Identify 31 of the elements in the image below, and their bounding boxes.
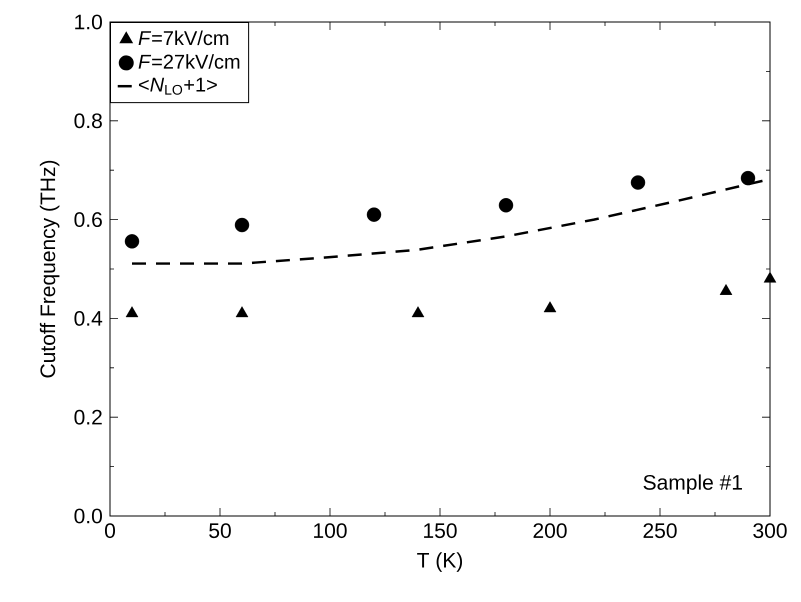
point: [412, 306, 424, 318]
x-tick-label: 100: [314, 523, 347, 538]
y-tick-label: 1.0: [75, 14, 102, 30]
legend-label: F=7kV/cm: [138, 30, 228, 46]
point: [764, 272, 776, 283]
point: [544, 301, 556, 312]
x-tick-label: 250: [644, 523, 677, 538]
y-tick-label: 0.6: [74, 212, 102, 228]
y-tick-label: 0.8: [74, 113, 102, 128]
point: [720, 284, 732, 295]
x-tick-label: 50: [209, 523, 231, 538]
x-axis-title: T (K): [417, 552, 462, 572]
annotation: Sample #1: [644, 474, 742, 494]
y-tick-label: 0.2: [74, 410, 102, 425]
point: [126, 306, 138, 318]
point: [366, 207, 382, 222]
point: [630, 175, 646, 190]
x-tick-label: 200: [534, 523, 567, 538]
y-tick-label: 0.0: [74, 508, 102, 524]
point: [740, 170, 756, 186]
point: [498, 198, 514, 212]
legend-label: <N$_{LO}$+1>: [138, 78, 217, 95]
x-tick-label: 150: [424, 523, 457, 538]
x-tick-label: 0: [104, 523, 116, 538]
y-tick-label: 0.4: [74, 310, 102, 326]
point: [124, 234, 140, 249]
y-axis-title: Cutoff Frequency (THz): [40, 160, 60, 378]
point: [234, 218, 250, 232]
point: [236, 306, 248, 318]
x-tick-label: 300: [753, 523, 787, 538]
legend-label: F=27kV/cm: [138, 54, 240, 69]
